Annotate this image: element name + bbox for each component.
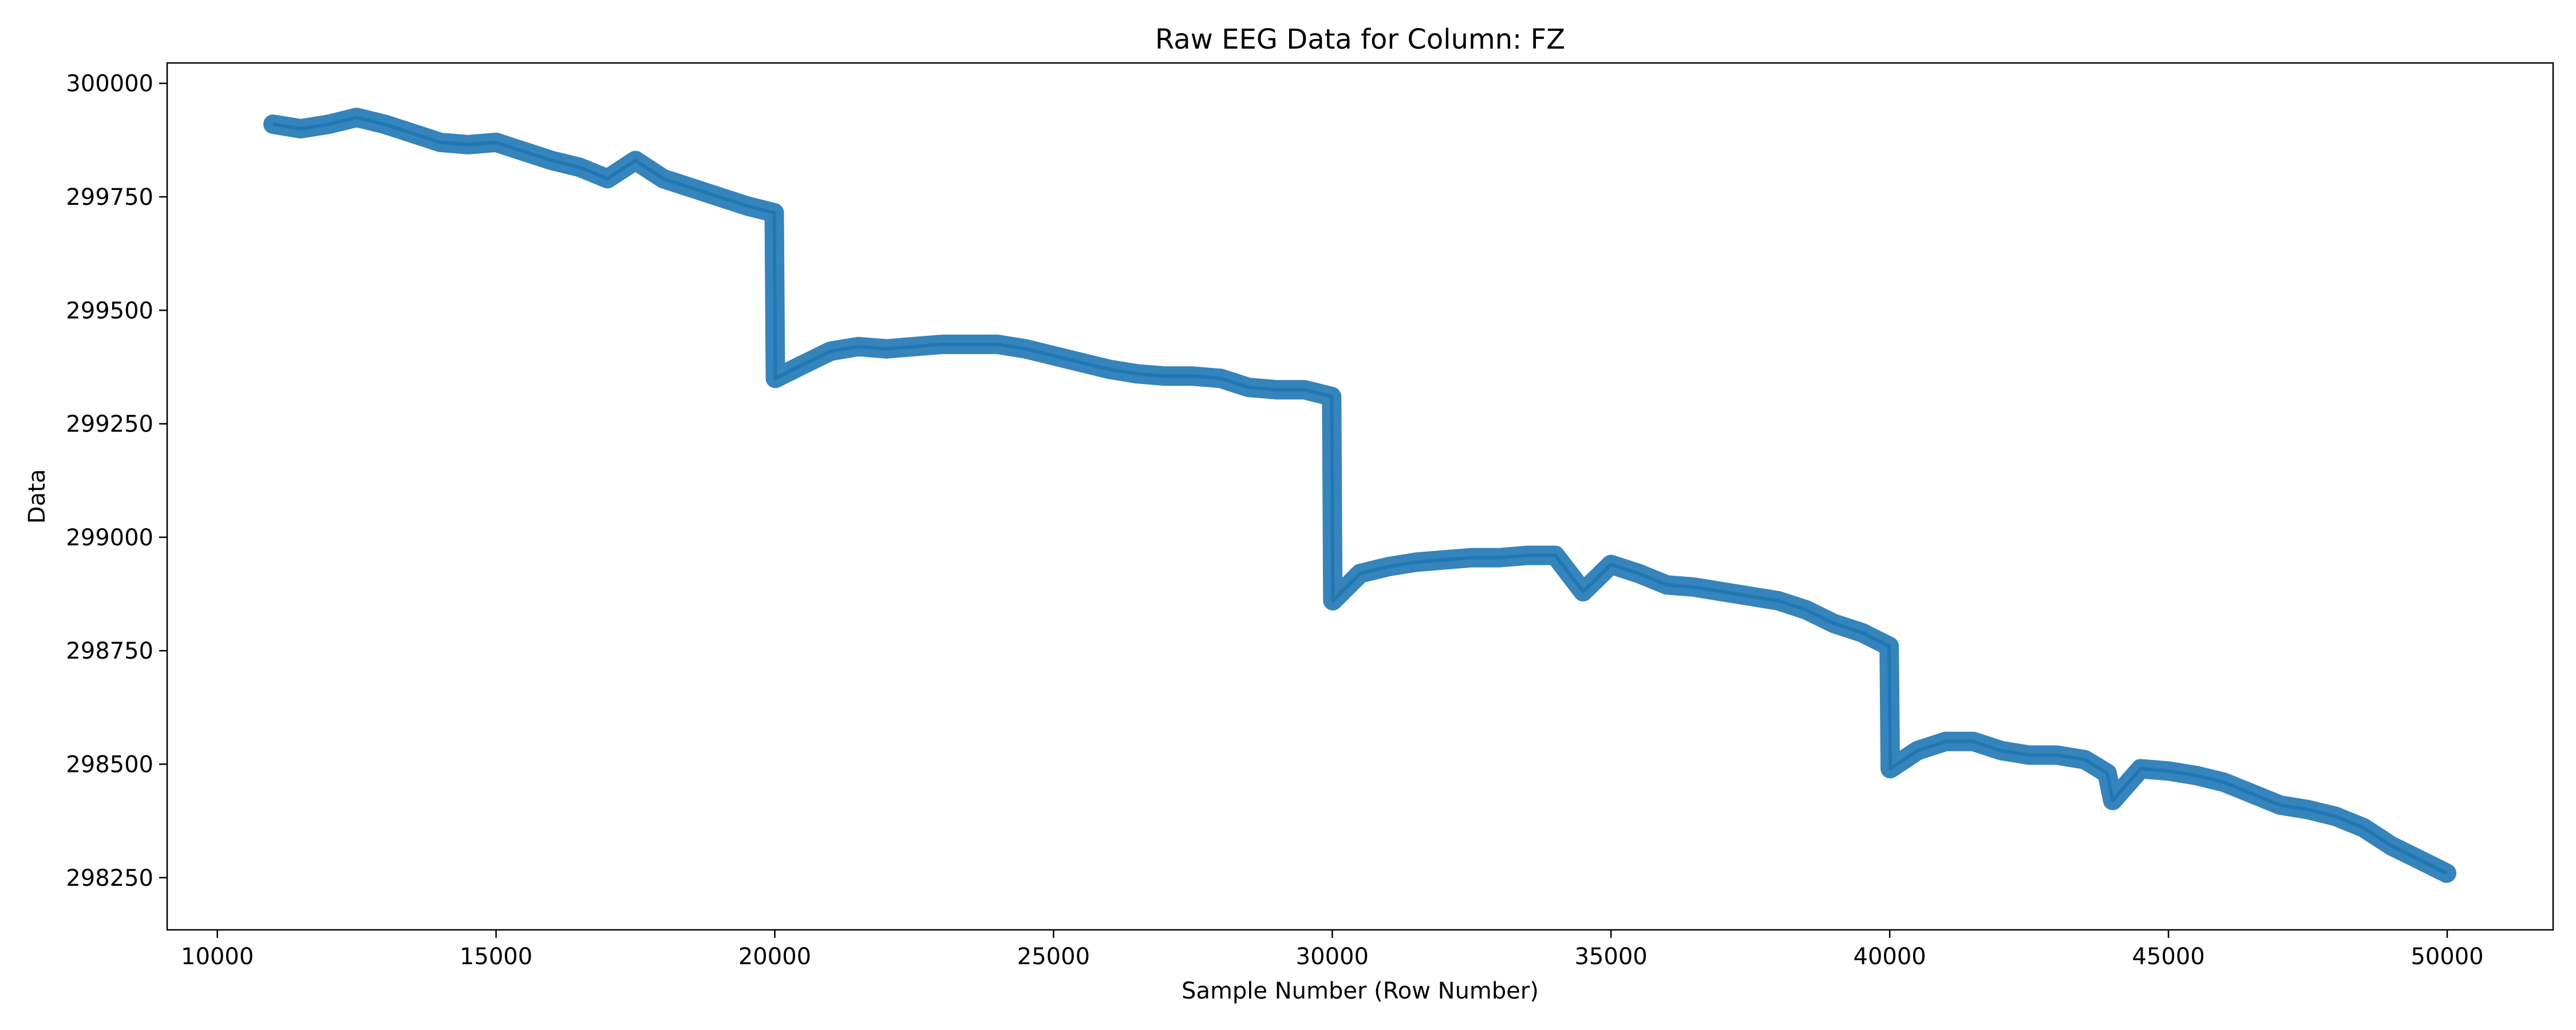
y-tick-label: 299250 (66, 411, 153, 438)
y-tick-label: 299750 (66, 184, 153, 211)
x-axis-title: Sample Number (Row Number) (1182, 978, 1539, 1004)
y-tick-label: 298250 (66, 865, 153, 892)
x-tick-label: 40000 (1854, 944, 1926, 970)
x-tick-label: 15000 (460, 944, 532, 970)
plot-frame (166, 62, 2554, 931)
x-tick-label: 30000 (1296, 944, 1369, 970)
series-line (272, 116, 2448, 875)
y-tick-label: 298500 (66, 751, 153, 778)
axis-ticks: 10000 15000 20000 25000 30000 35000 40000 45000… (66, 71, 2483, 970)
y-tick-label: 300000 (66, 71, 153, 97)
x-tick-label: 35000 (1575, 944, 1647, 970)
x-tick-label: 50000 (2411, 944, 2483, 970)
plot-area (263, 108, 2456, 883)
y-tick-label: 299500 (66, 298, 153, 324)
y-tick-label: 298750 (66, 638, 153, 664)
y-axis-title: Data (24, 469, 50, 524)
x-tick-label: 25000 (1017, 944, 1090, 970)
chart-title: Raw EEG Data for Column: FZ (1155, 23, 1565, 56)
x-tick-label: 20000 (738, 944, 811, 970)
x-tick-label: 45000 (2132, 944, 2204, 970)
x-tick-label: 10000 (181, 944, 254, 970)
y-tick-label: 299000 (66, 525, 153, 551)
